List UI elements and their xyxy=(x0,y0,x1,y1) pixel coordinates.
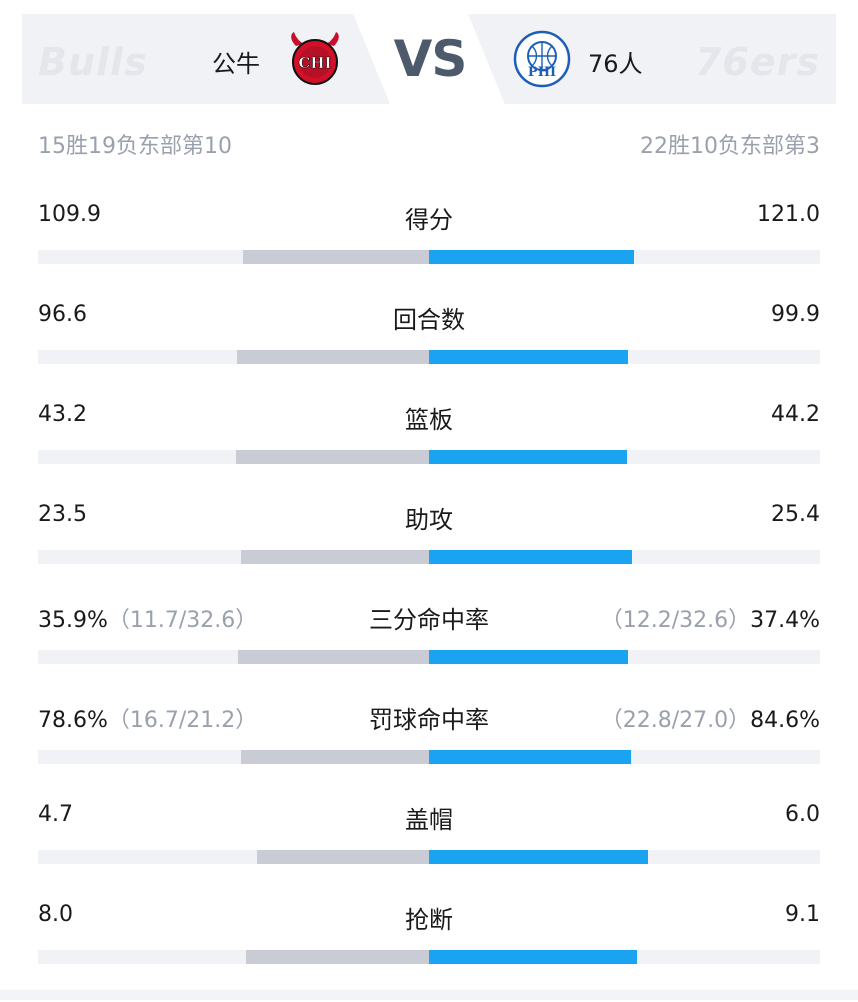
left-stat-value: 78.6%（16.7/21.2） xyxy=(38,702,257,734)
left-stat-main: 4.7 xyxy=(38,802,73,827)
right-stat-bar xyxy=(429,850,648,864)
stat-bar-track xyxy=(38,750,820,764)
stat-bar-track xyxy=(38,850,820,864)
vs-label: VS xyxy=(393,30,468,88)
right-stat-main: 121.0 xyxy=(757,202,820,227)
left-stat-bar xyxy=(257,850,429,864)
left-stat-bar xyxy=(237,350,429,364)
left-stat-bar xyxy=(243,250,429,264)
stat-label: 三分命中率 xyxy=(369,606,489,634)
left-stat-main: 43.2 xyxy=(38,402,87,427)
right-stat-bar xyxy=(429,450,627,464)
right-stat-bar xyxy=(429,750,631,764)
right-stat-bar xyxy=(429,350,628,364)
left-stat-main: 23.5 xyxy=(38,502,87,527)
right-stat-detail: （12.2/32.6） xyxy=(600,608,751,633)
left-stat-bar xyxy=(241,550,429,564)
svg-text:PHI: PHI xyxy=(528,65,556,80)
right-stat-main: 6.0 xyxy=(785,802,820,827)
right-stat-main: 84.6% xyxy=(750,708,820,733)
left-stat-main: 78.6% xyxy=(38,708,108,733)
stat-label: 助攻 xyxy=(405,506,453,534)
bottom-divider xyxy=(0,990,858,1000)
stat-row: 23.5 助攻 25.4 xyxy=(38,502,820,602)
right-stat-bar xyxy=(429,550,632,564)
left-stat-bar xyxy=(236,450,429,464)
stat-row: 35.9%（11.7/32.6） 三分命中率 （12.2/32.6）37.4% xyxy=(38,602,820,702)
stat-bar-track xyxy=(38,250,820,264)
left-stat-value: 8.0 xyxy=(38,902,73,927)
left-stat-main: 96.6 xyxy=(38,302,87,327)
left-team-record: 15胜19负东部第10 xyxy=(38,134,232,159)
left-team-name[interactable]: 公牛 xyxy=(212,50,260,78)
left-stat-detail: （16.7/21.2） xyxy=(107,708,258,733)
stat-bar-track xyxy=(38,950,820,964)
stat-row: 109.9 得分 121.0 xyxy=(38,202,820,302)
right-stat-bar xyxy=(429,650,628,664)
left-stat-detail: （11.7/32.6） xyxy=(107,608,258,633)
right-stat-value: 6.0 xyxy=(785,802,820,827)
right-stat-value: 25.4 xyxy=(771,502,820,527)
left-stat-bar xyxy=(241,750,429,764)
sixers-logo-icon[interactable]: PHI xyxy=(513,30,571,88)
left-stat-main: 109.9 xyxy=(38,202,101,227)
stat-label: 得分 xyxy=(405,206,453,234)
right-stat-value: 99.9 xyxy=(771,302,820,327)
right-stat-main: 9.1 xyxy=(785,902,820,927)
left-stat-bar xyxy=(238,650,429,664)
right-team-record: 22胜10负东部第3 xyxy=(640,134,820,159)
right-stat-value: 121.0 xyxy=(757,202,820,227)
left-stat-main: 8.0 xyxy=(38,902,73,927)
stat-label: 回合数 xyxy=(393,306,465,334)
left-stat-value: 4.7 xyxy=(38,802,73,827)
stat-label: 抢断 xyxy=(405,906,453,934)
left-team-watermark: Bulls xyxy=(38,40,148,84)
left-stat-value: 43.2 xyxy=(38,402,87,427)
left-stat-main: 35.9% xyxy=(38,608,108,633)
stat-row: 78.6%（16.7/21.2） 罚球命中率 （22.8/27.0）84.6% xyxy=(38,702,820,802)
stat-bar-track xyxy=(38,550,820,564)
stat-row: 96.6 回合数 99.9 xyxy=(38,302,820,402)
stat-row: 4.7 盖帽 6.0 xyxy=(38,802,820,902)
right-team-name[interactable]: 76人 xyxy=(588,50,643,78)
stat-label: 盖帽 xyxy=(405,806,453,834)
stat-bar-track xyxy=(38,350,820,364)
stat-bar-track xyxy=(38,650,820,664)
stat-row: 43.2 篮板 44.2 xyxy=(38,402,820,502)
left-stat-value: 96.6 xyxy=(38,302,87,327)
right-stat-value: （22.8/27.0）84.6% xyxy=(601,702,820,734)
left-stat-value: 109.9 xyxy=(38,202,101,227)
right-stat-main: 44.2 xyxy=(771,402,820,427)
right-stat-detail: （22.8/27.0） xyxy=(600,708,751,733)
stat-label: 篮板 xyxy=(405,406,453,434)
stat-row: 8.0 抢断 9.1 xyxy=(38,902,820,1002)
right-stat-value: （12.2/32.6）37.4% xyxy=(601,602,820,634)
right-stat-main: 37.4% xyxy=(750,608,820,633)
right-stat-main: 25.4 xyxy=(771,502,820,527)
right-stat-main: 99.9 xyxy=(771,302,820,327)
left-stat-value: 35.9%（11.7/32.6） xyxy=(38,602,257,634)
stat-label: 罚球命中率 xyxy=(369,706,489,734)
right-stat-bar xyxy=(429,250,634,264)
right-stat-value: 44.2 xyxy=(771,402,820,427)
right-stat-bar xyxy=(429,950,637,964)
stat-bar-track xyxy=(38,450,820,464)
matchup-header: Bulls 76ers 公牛 CHI VS PHI 76人 xyxy=(0,0,858,118)
right-stat-value: 9.1 xyxy=(785,902,820,927)
bulls-logo-icon[interactable]: CHI xyxy=(286,30,344,88)
right-team-watermark: 76ers xyxy=(694,40,820,84)
left-stat-value: 23.5 xyxy=(38,502,87,527)
svg-text:CHI: CHI xyxy=(298,54,331,72)
left-stat-bar xyxy=(246,950,429,964)
